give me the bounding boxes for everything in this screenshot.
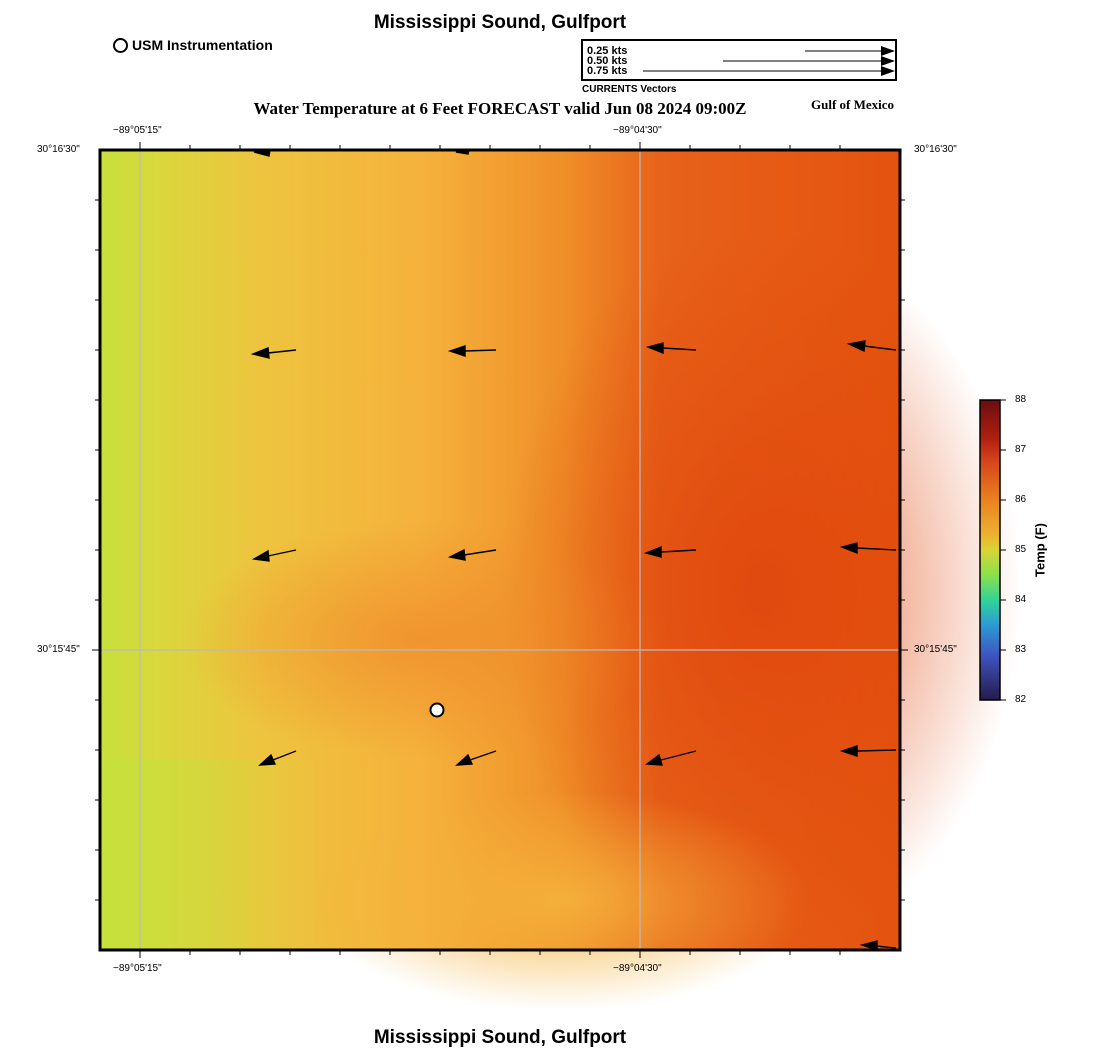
current-vector — [447, 345, 497, 357]
current-vector — [251, 549, 297, 562]
vector-scale-caption: CURRENTS Vectors — [582, 84, 677, 95]
current-vector — [447, 548, 497, 561]
colorbar-tick-label: 88 — [1015, 394, 1027, 405]
colorbar-tick-label: 85 — [1015, 544, 1027, 555]
lat-label-left-2: 30°15'45" — [37, 644, 80, 655]
map-gridlines — [100, 150, 900, 950]
scale-label-075: 0.75 kts — [587, 65, 628, 77]
current-vector — [839, 542, 897, 555]
lat-label-right-1: 30°16'30" — [914, 144, 957, 155]
scale-label-050: 0.50 kts — [587, 55, 628, 67]
colorbar-tick-label: 84 — [1015, 594, 1027, 605]
lat-label-left-1: 30°16'30" — [37, 144, 80, 155]
colorbar-tick-label: 82 — [1015, 694, 1027, 705]
instrument-legend: USM Instrumentation — [113, 37, 273, 53]
instrument-legend-label: USM Instrumentation — [132, 37, 273, 53]
lat-label-right-2: 30°15'45" — [914, 644, 957, 655]
temperature-field — [100, 150, 1020, 1010]
station-marker-icon — [113, 37, 128, 53]
page-footer-title: Mississippi Sound, Gulfport — [373, 1027, 627, 1048]
current-vector — [846, 340, 897, 353]
current-vector — [839, 745, 897, 757]
page-title: Mississippi Sound, Gulfport — [373, 12, 627, 33]
region-label: Gulf of Mexico — [811, 97, 895, 112]
station-marker[interactable] — [429, 702, 445, 718]
frame-ticks — [92, 142, 908, 958]
current-vector — [859, 940, 897, 951]
scale-label-025: 0.25 kts — [587, 45, 628, 57]
lon-label-top-1: −89°05'15" — [113, 125, 162, 136]
colorbar-title: Temp (F) — [1032, 523, 1048, 577]
colorbar-tick-label: 86 — [1015, 494, 1027, 505]
colorbar-tick-label: 87 — [1015, 444, 1027, 455]
colorbar-tick-label: 83 — [1015, 644, 1027, 655]
lon-label-bottom-2: −89°04'30" — [613, 963, 662, 974]
current-vector — [455, 149, 470, 155]
colorbar — [979, 399, 1006, 701]
current-vector — [645, 342, 697, 355]
current-vector — [643, 545, 697, 558]
current-vector — [645, 750, 697, 766]
current-vector — [253, 149, 271, 157]
map-subtitle: Water Temperature at 6 Feet FORECAST val… — [253, 99, 747, 118]
lon-label-bottom-1: −89°05'15" — [113, 963, 162, 974]
vector-scale-box: 0.25 kts 0.50 kts 0.75 kts — [581, 39, 897, 81]
current-vector — [258, 750, 297, 766]
vector-scale-arrows — [643, 46, 895, 76]
lon-label-top-2: −89°04'30" — [613, 125, 662, 136]
current-vectors — [250, 149, 897, 951]
current-vector — [455, 750, 497, 766]
current-vector — [250, 347, 297, 359]
